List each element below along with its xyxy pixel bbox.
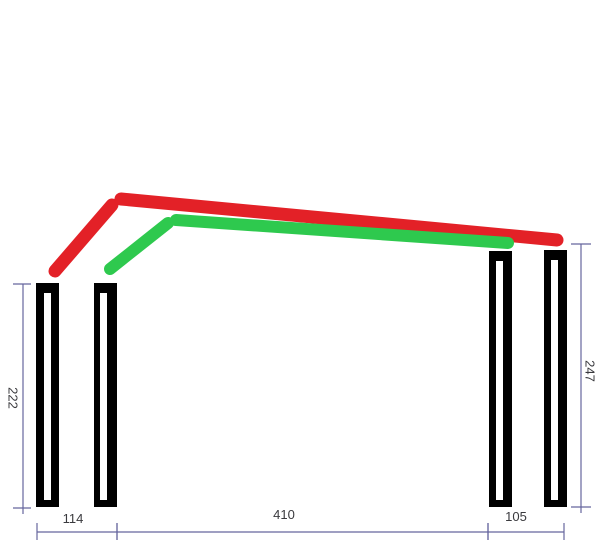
post-mid-right-slot	[496, 261, 503, 500]
dim-bottom-middle-span-label: 410	[273, 507, 295, 522]
beams-layer	[48, 192, 564, 278]
green-rafter-left-diagonal	[104, 217, 174, 275]
dim-bottom-middle-span: 410	[116, 507, 489, 540]
dim-left-height-label: 222	[6, 387, 21, 409]
post-far-right-slot	[551, 260, 558, 500]
post-mid-left-slot	[100, 293, 107, 500]
dim-bottom-left-span-label: 114	[63, 511, 84, 526]
dim-left-height: 222	[6, 283, 31, 514]
posts-layer	[36, 250, 567, 507]
dimensions-layer: 222 247 114 410 105	[6, 243, 598, 540]
dim-bottom-left-span: 114	[36, 511, 118, 540]
dim-bottom-right-span-label: 105	[505, 509, 527, 524]
red-rafter-left-diagonal	[48, 198, 119, 278]
post-far-left-slot	[44, 293, 51, 500]
red-rafter-top	[114, 192, 564, 247]
green-rafter-top	[170, 214, 514, 249]
dim-right-height-label: 247	[583, 360, 598, 382]
dim-bottom-right-span: 105	[487, 509, 565, 540]
dim-right-height: 247	[571, 243, 598, 513]
